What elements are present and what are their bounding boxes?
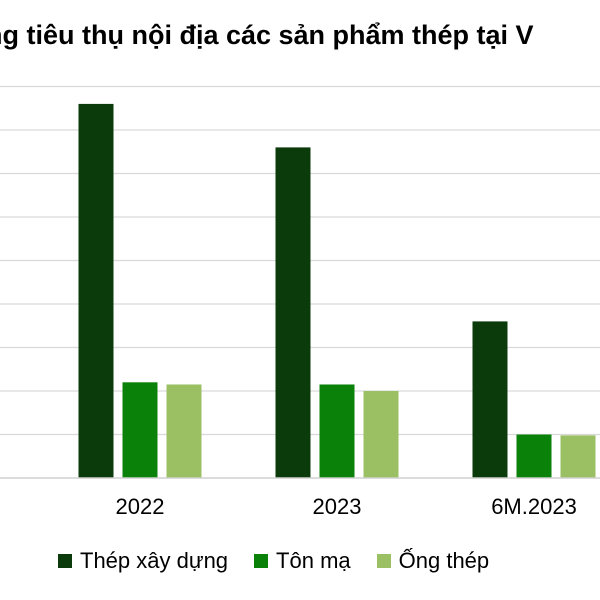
legend-label: Thép xây dựng [80, 548, 229, 573]
legend-swatch [58, 554, 72, 568]
legend: Thép xây dựng Tôn mạ Ống thép [58, 548, 515, 574]
bar [363, 391, 399, 478]
legend-item-ton-ma: Tôn mạ [254, 548, 351, 574]
bar [166, 384, 202, 478]
bar [560, 435, 596, 478]
x-tick-label: 2022 [116, 494, 165, 519]
legend-swatch [254, 554, 269, 568]
legend-item-thep-xay-dung: Thép xây dựng [58, 548, 228, 574]
bars [78, 103, 596, 479]
chart-title: ng tiêu thụ nội địa các sản phẩm thép tạ… [0, 20, 534, 50]
bar [275, 147, 311, 478]
legend-label: Ống thép [398, 548, 490, 573]
bar [516, 434, 552, 478]
x-tick-labels: 2022 2023 6M.2023 [116, 494, 577, 519]
bar [472, 321, 508, 478]
bar [78, 103, 114, 479]
legend-item-ong-thep: Ống thép [376, 548, 490, 574]
bar [122, 382, 158, 478]
legend-swatch [376, 554, 391, 568]
bar [319, 384, 355, 478]
legend-label: Tôn mạ [276, 548, 351, 573]
x-tick-label: 2023 [313, 494, 362, 519]
x-tick-label: 6M.2023 [491, 494, 577, 519]
